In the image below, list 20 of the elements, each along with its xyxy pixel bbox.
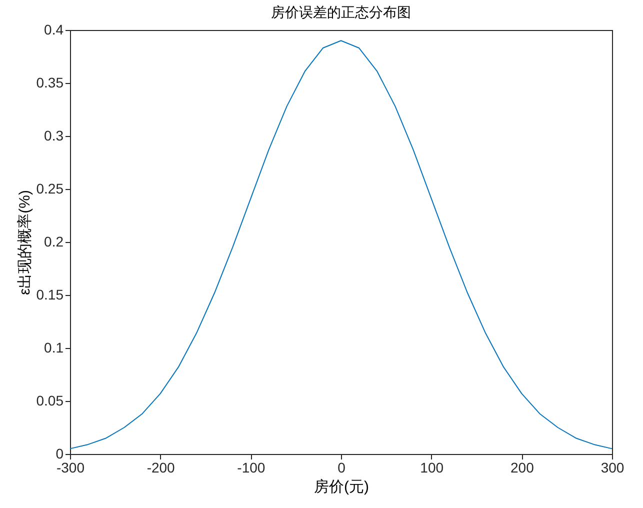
chart-title: 房价误差的正态分布图 [271, 4, 411, 20]
y-tick-label: 0.05 [36, 392, 64, 408]
y-tick-label: 0.4 [44, 22, 64, 38]
y-tick-label: 0.35 [36, 74, 64, 90]
y-tick-label: 0.1 [44, 340, 64, 356]
x-tick-label: -200 [146, 460, 176, 476]
x-tick-label: 0 [338, 460, 346, 476]
x-axis-title: 房价(元) [314, 478, 369, 496]
y-axis-title: ε出现的概率(%) [16, 190, 34, 296]
y-tick-label: 0.2 [44, 234, 64, 250]
y-tick-label: 0.3 [44, 128, 64, 144]
x-tick-label: -100 [237, 460, 266, 476]
x-tick-label: 300 [600, 460, 624, 476]
y-tick-label: 0.25 [36, 180, 64, 196]
line-series [70, 40, 612, 450]
y-tick-label: 0.15 [36, 286, 64, 302]
x-tick-label: 200 [510, 460, 534, 476]
y-tick-label: 0 [56, 446, 64, 462]
x-tick-label: 100 [420, 460, 444, 476]
x-tick-label: -300 [56, 460, 85, 476]
